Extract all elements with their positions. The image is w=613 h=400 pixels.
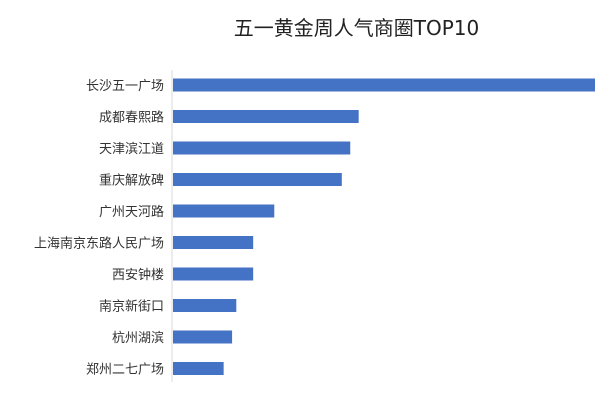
bar-4 [173,173,342,186]
chart-title: 五一黄金周人气商圈TOP10 [233,16,480,40]
bar-8 [173,299,237,312]
bar-10 [173,362,224,375]
bar-9 [173,330,233,344]
bar-7 [173,267,254,281]
category-label-7: 西安钟楼 [112,267,164,283]
category-label-3: 天津滨江道 [99,141,164,157]
category-label-5: 广州天河路 [99,204,164,220]
category-label-4: 重庆解放碑 [99,173,164,189]
bar-series [173,78,595,375]
bar-5 [173,204,275,218]
category-label-8: 南京新街口 [99,299,164,315]
category-label-6: 上海南京东路人民广场 [34,236,164,252]
bar-1 [173,78,595,92]
category-label-9: 杭州湖滨 [112,330,164,346]
bar-2 [173,110,359,123]
category-label-1: 长沙五一广场 [86,79,164,94]
category-labels: 长沙五一广场成都春熙路天津滨江道重庆解放碑广州天河路上海南京东路人民广场西安钟楼… [34,79,164,378]
category-label-10: 郑州二七广场 [86,363,164,378]
bar-3 [173,141,351,155]
bar-6 [173,236,254,249]
category-label-2: 成都春熙路 [99,110,164,126]
